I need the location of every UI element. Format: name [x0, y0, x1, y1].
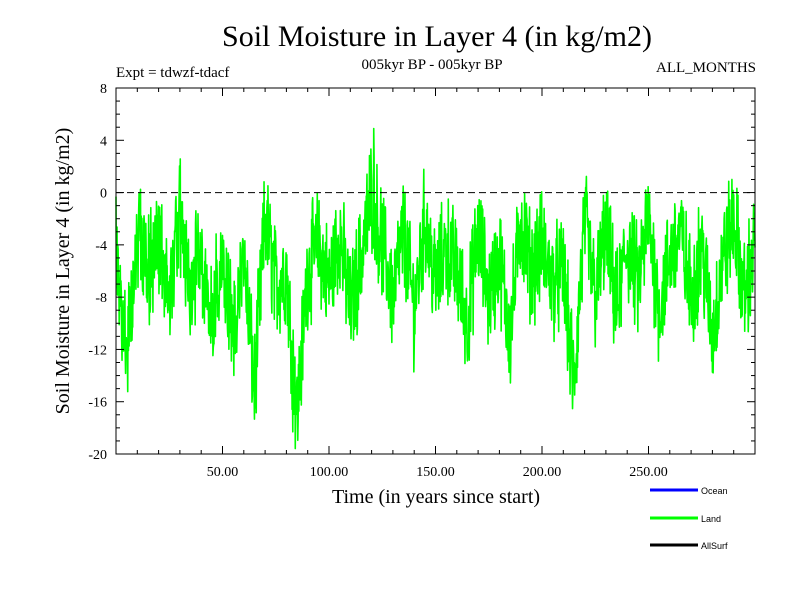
legend: Ocean Land AllSurf [650, 486, 728, 551]
y-tick-label: -4 [95, 239, 107, 254]
x-tick-label: 250.00 [629, 465, 668, 480]
x-tick-label: 100.00 [310, 465, 349, 480]
x-axis-label: Time (in years since start) [332, 486, 540, 508]
y-tick-label: 8 [100, 82, 107, 97]
y-tick-label: -16 [88, 396, 107, 411]
legend-label-allsurf: AllSurf [701, 541, 728, 551]
period-label: 005kyr BP - 005kyr BP [361, 57, 502, 73]
y-tick-label: -20 [88, 448, 107, 463]
chart-title: Soil Moisture in Layer 4 (in kg/m2) [222, 20, 652, 53]
plot-area [115, 127, 756, 450]
y-tick-label: -12 [88, 343, 107, 358]
y-tick-label: 4 [100, 134, 107, 149]
x-tick-label: 50.00 [207, 465, 239, 480]
months-label: ALL_MONTHS [656, 60, 756, 76]
y-tick-label: 0 [100, 187, 107, 202]
experiment-label: Expt = tdwzf-tdacf [116, 65, 229, 81]
land-series-line [115, 127, 756, 450]
axis-ticks: 8 4 0 -4 -8 -12 -16 -20 50.00 100.00 150.00 200.00 2… [88, 82, 755, 480]
x-tick-label: 150.00 [416, 465, 455, 480]
legend-label-land: Land [701, 514, 721, 524]
x-tick-label: 200.00 [523, 465, 562, 480]
legend-label-ocean: Ocean [701, 486, 728, 496]
y-tick-label: -8 [95, 291, 107, 306]
y-axis-label: Soil Moisture in Layer 4 (in kg/m2) [52, 128, 74, 415]
